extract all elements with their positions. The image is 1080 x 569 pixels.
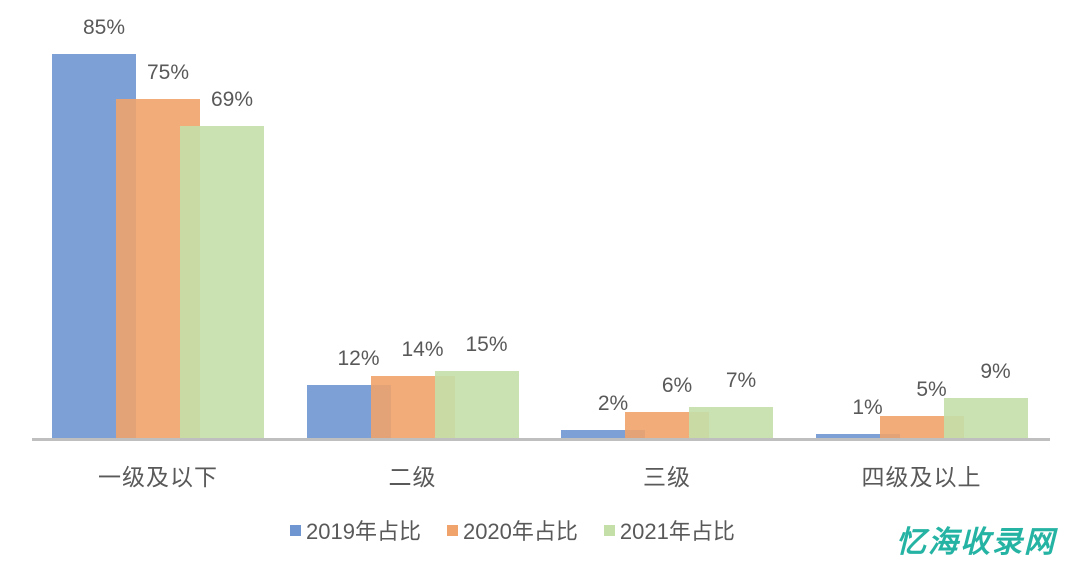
data-label: 15% — [465, 333, 508, 357]
data-label: 12% — [337, 346, 380, 370]
bar — [689, 407, 773, 439]
bar — [434, 371, 519, 439]
legend-swatch-icon — [603, 524, 615, 536]
category-label: 二级 — [388, 464, 437, 490]
x-axis-line — [32, 438, 1050, 441]
category-label: 三级 — [643, 464, 691, 490]
data-label: 9% — [980, 360, 1011, 384]
category-label: 四级及以上 — [861, 464, 982, 490]
legend-swatch-icon — [446, 524, 458, 536]
data-label: 85% — [82, 15, 126, 39]
data-label: 6% — [661, 373, 693, 397]
data-label: 5% — [916, 378, 947, 402]
legend: 2019年占比 2020年占比 2021年占比 — [290, 514, 735, 546]
data-label: 7% — [725, 369, 757, 393]
watermark-text: 忆海收录网 — [896, 525, 1056, 560]
data-label: 2% — [597, 391, 629, 415]
data-label: 75% — [146, 61, 190, 85]
legend-label: 2020年占比 — [462, 519, 578, 544]
bar — [815, 434, 900, 439]
legend-item: 2020年占比 — [446, 514, 578, 546]
legend-swatch-icon — [290, 524, 301, 536]
bar — [180, 126, 264, 439]
category-label: 一级及以下 — [98, 464, 218, 490]
data-label: 69% — [210, 88, 254, 112]
legend-item: 2019年占比 — [290, 514, 421, 546]
legend-item: 2021年占比 — [603, 514, 735, 546]
bar — [943, 398, 1028, 439]
bar — [561, 429, 645, 439]
legend-label: 2019年占比 — [306, 519, 421, 544]
data-label: 14% — [401, 337, 444, 361]
bar — [879, 416, 964, 439]
legend-label: 2021年占比 — [619, 519, 735, 544]
data-label: 1% — [852, 396, 883, 420]
